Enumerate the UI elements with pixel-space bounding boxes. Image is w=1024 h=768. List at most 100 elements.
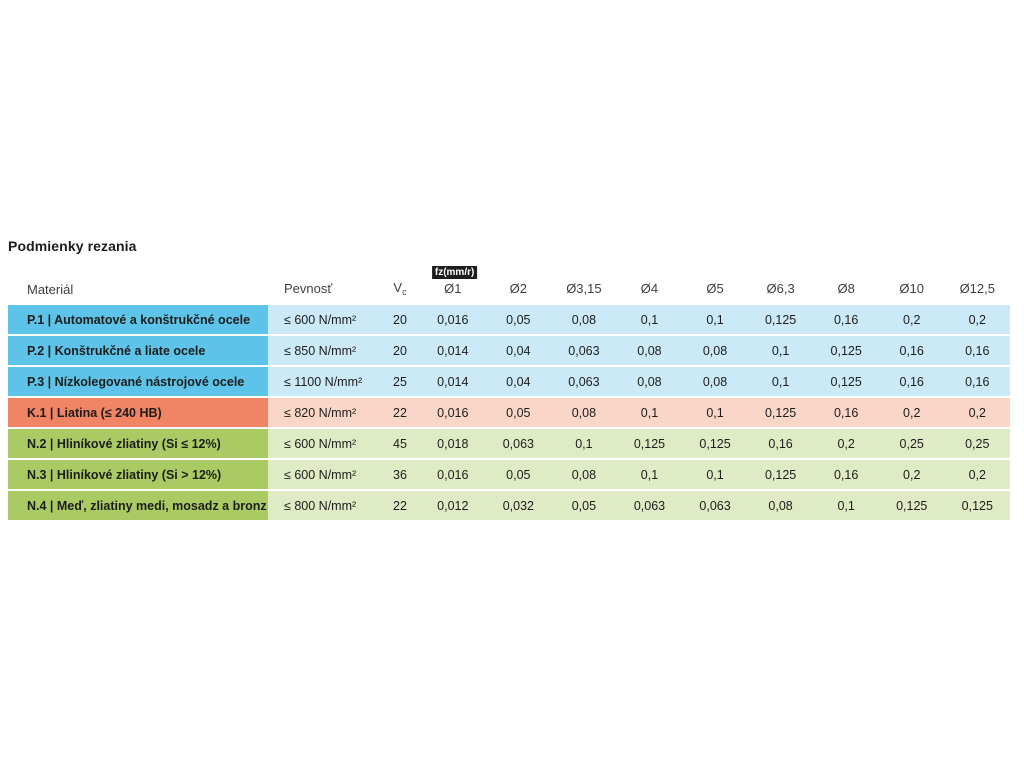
row-values: ≤ 600 N/mm² 36 0,016 0,05 0,08 0,1 0,1 0,125 0… <box>268 460 1010 489</box>
row-values: ≤ 600 N/mm² 20 0,016 0,05 0,08 0,1 0,1 0,125 0… <box>268 305 1010 334</box>
column-header-diameter-9: Ø12,5 <box>959 281 995 296</box>
fz-value-cell: 0,125 <box>896 498 928 513</box>
cutting-conditions-table: Materiál Pevnosť Vc fz(mm/r) Ø1 Ø2 Ø3,15… <box>8 266 1010 520</box>
fz-value-cell: 0,08 <box>571 405 597 420</box>
fz-value-cell: 0,1 <box>640 312 659 327</box>
table-row: N.2 | Hliníkové zliatiny (Si ≤ 12%) ≤ 60… <box>8 429 1010 458</box>
fz-value-cell: 0,08 <box>637 374 662 389</box>
column-header-diameter-1: fz(mm/r) Ø1 <box>420 266 486 296</box>
page-title: Podmienky rezania <box>8 238 137 254</box>
column-header-material: Materiál <box>27 282 74 297</box>
vc-cell: 45 <box>393 436 407 451</box>
fz-value-cell: 0,05 <box>506 467 531 482</box>
fz-value-cell: 0,16 <box>965 374 990 389</box>
material-cell: N.4 | Meď, zliatiny medi, mosadz a bronz <box>8 491 268 520</box>
fz-value-cell: 0,25 <box>899 436 924 451</box>
pevnost-cell: ≤ 600 N/mm² <box>284 467 357 482</box>
column-header-diameter-6: Ø6,3 <box>766 281 795 296</box>
table-row: P.1 | Automatové a konštrukčné ocele ≤ 6… <box>8 305 1010 334</box>
pevnost-cell: ≤ 820 N/mm² <box>284 405 357 420</box>
vc-cell: 20 <box>393 343 407 358</box>
material-cell: P.1 | Automatové a konštrukčné ocele <box>8 305 268 334</box>
fz-value-cell: 0,2 <box>837 436 855 451</box>
fz-value-cell: 0,16 <box>899 374 924 389</box>
vc-label: V <box>393 280 403 295</box>
fz-value-cell: 0,125 <box>764 467 797 482</box>
fz-value-cell: 0,014 <box>437 374 469 389</box>
fz-value-cell: 0,16 <box>833 405 859 420</box>
column-header-vc: Vc <box>380 280 420 297</box>
fz-value-cell: 0,08 <box>702 374 728 389</box>
fz-value-cell: 0,125 <box>764 405 797 420</box>
fz-value-cell: 0,016 <box>437 312 469 327</box>
column-header-diameter-5: Ø5 <box>706 281 724 296</box>
fz-value-cell: 0,08 <box>571 312 597 327</box>
fz-value-cell: 0,1 <box>706 312 724 327</box>
column-header-pevnost: Pevnosť <box>284 281 333 296</box>
column-header-diameter-4: Ø4 <box>640 281 659 296</box>
vc-cell: 20 <box>393 312 407 327</box>
fz-value-cell: 0,063 <box>568 343 600 358</box>
pevnost-cell: ≤ 800 N/mm² <box>284 498 357 513</box>
fz-value-cell: 0,08 <box>702 343 728 358</box>
fz-value-cell: 0,063 <box>568 374 600 389</box>
fz-value-cell: 0,125 <box>830 343 862 358</box>
fz-value-cell: 0,1 <box>706 405 724 420</box>
fz-value-cell: 0,2 <box>968 312 986 327</box>
fz-value-cell: 0,1 <box>575 436 593 451</box>
table-header-row: Materiál Pevnosť Vc fz(mm/r) Ø1 Ø2 Ø3,15… <box>8 266 1010 297</box>
row-values: ≤ 820 N/mm² 22 0,016 0,05 0,08 0,1 0,1 0,125 0… <box>268 398 1010 427</box>
fz-value-cell: 0,125 <box>764 312 797 327</box>
fz-value-cell: 0,2 <box>903 312 921 327</box>
fz-value-cell: 0,16 <box>833 312 859 327</box>
vc-cell: 36 <box>393 467 407 482</box>
table-row: N.3 | Hliníkové zliatiny (Si > 12%) ≤ 60… <box>8 460 1010 489</box>
fz-value-cell: 0,014 <box>437 343 469 358</box>
fz-value-cell: 0,04 <box>506 343 531 358</box>
fz-value-cell: 0,1 <box>771 374 790 389</box>
material-cell: P.3 | Nízkolegované nástrojové ocele <box>8 367 268 396</box>
column-header-diameter-7: Ø8 <box>837 281 855 296</box>
table-body: P.1 | Automatové a konštrukčné ocele ≤ 6… <box>8 305 1010 520</box>
column-header-diameter-3: Ø3,15 <box>566 281 602 296</box>
vc-cell: 22 <box>393 405 407 420</box>
fz-value-cell: 0,2 <box>968 405 986 420</box>
row-values: ≤ 800 N/mm² 22 0,012 0,032 0,05 0,063 0,063 0… <box>268 491 1010 520</box>
fz-value-cell: 0,2 <box>903 405 921 420</box>
pevnost-cell: ≤ 1100 N/mm² <box>284 374 363 389</box>
fz-value-cell: 0,032 <box>502 498 534 513</box>
table-row: P.3 | Nízkolegované nástrojové ocele ≤ 1… <box>8 367 1010 396</box>
fz-value-cell: 0,16 <box>833 467 859 482</box>
material-cell: N.3 | Hliníkové zliatiny (Si > 12%) <box>8 460 268 489</box>
fz-value-cell: 0,2 <box>968 467 986 482</box>
fz-value-cell: 0,04 <box>506 374 531 389</box>
fz-value-cell: 0,1 <box>640 467 659 482</box>
fz-value-cell: 0,1 <box>837 498 855 513</box>
fz-value-cell: 0,016 <box>437 467 469 482</box>
fz-value-cell: 0,125 <box>961 498 993 513</box>
material-cell: N.2 | Hliníkové zliatiny (Si ≤ 12%) <box>8 429 268 458</box>
table-row: N.4 | Meď, zliatiny medi, mosadz a bronz… <box>8 491 1010 520</box>
row-values: ≤ 600 N/mm² 45 0,018 0,063 0,1 0,125 0,125 0,… <box>268 429 1010 458</box>
fz-value-cell: 0,08 <box>637 343 662 358</box>
fz-value-cell: 0,063 <box>699 498 731 513</box>
fz-value-cell: 0,1 <box>640 405 659 420</box>
page: Podmienky rezania Materiál Pevnosť Vc fz… <box>8 238 1010 520</box>
vc-cell: 22 <box>393 498 407 513</box>
fz-value-cell: 0,125 <box>633 436 666 451</box>
table-row: P.2 | Konštrukčné a liate ocele ≤ 850 N/… <box>8 336 1010 365</box>
fz-value-cell: 0,063 <box>502 436 534 451</box>
vc-cell: 25 <box>393 374 407 389</box>
fz-unit-badge: fz(mm/r) <box>431 266 478 279</box>
fz-value-cell: 0,05 <box>506 312 531 327</box>
row-values: ≤ 1100 N/mm² 25 0,014 0,04 0,063 0,08 0,08 0,… <box>268 367 1010 396</box>
pevnost-cell: ≤ 850 N/mm² <box>284 343 357 358</box>
fz-value-cell: 0,16 <box>768 436 793 451</box>
material-cell: K.1 | Liatina (≤ 240 HB) <box>8 398 268 427</box>
fz-value-cell: 0,016 <box>437 405 469 420</box>
fz-value-cell: 0,08 <box>571 467 597 482</box>
fz-value-cell: 0,08 <box>768 498 793 513</box>
fz-value-cell: 0,012 <box>437 498 469 513</box>
column-header-diameter-8: Ø10 <box>899 281 924 296</box>
vc-subscript: c <box>402 287 407 297</box>
